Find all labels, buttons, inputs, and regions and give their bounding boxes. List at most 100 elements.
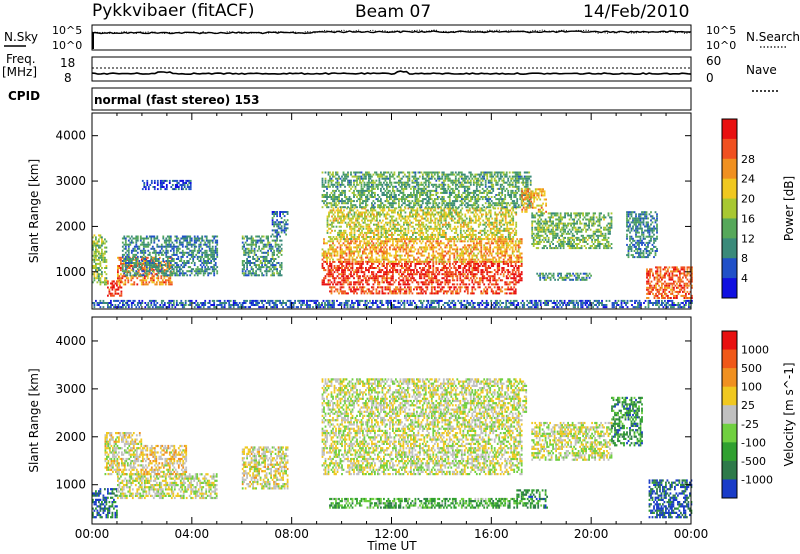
power-cell xyxy=(165,245,168,248)
power-cell xyxy=(332,258,334,261)
power-cell xyxy=(469,252,472,255)
power-cell xyxy=(172,258,175,260)
power-cell xyxy=(277,227,280,230)
power-cell xyxy=(127,255,130,258)
power-cell xyxy=(330,244,333,247)
power-cell xyxy=(250,266,253,269)
power-cell xyxy=(280,262,283,264)
power-cell xyxy=(393,260,396,263)
power-cell xyxy=(190,251,193,254)
power-cell xyxy=(157,275,160,278)
power-cell xyxy=(395,279,397,282)
power-cell xyxy=(505,242,508,245)
power-cell xyxy=(213,235,216,238)
power-cell xyxy=(366,260,369,263)
power-cell xyxy=(386,269,388,272)
power-cell xyxy=(399,258,402,261)
power-cell xyxy=(356,177,358,180)
power-cell xyxy=(190,268,193,271)
power-cell xyxy=(332,194,334,196)
power-cell xyxy=(150,264,153,267)
power-cell xyxy=(344,191,346,194)
power-cell xyxy=(498,262,501,265)
power-cell xyxy=(404,211,407,214)
power-cell xyxy=(195,241,198,244)
power-cell xyxy=(124,270,127,273)
power-cell xyxy=(101,281,103,284)
power-cell xyxy=(270,243,272,246)
power-cell xyxy=(354,173,357,176)
power-cell xyxy=(141,260,144,262)
power-cell xyxy=(348,242,351,245)
power-cell xyxy=(368,236,371,238)
power-cell xyxy=(139,239,142,242)
power-cell xyxy=(459,271,462,274)
power-cell xyxy=(190,255,193,258)
power-cell xyxy=(165,186,168,188)
power-cell xyxy=(130,265,133,267)
power-cell xyxy=(327,179,330,182)
power-cell xyxy=(423,269,426,272)
power-cell xyxy=(124,255,127,258)
power-cell xyxy=(416,269,418,272)
power-cell xyxy=(216,255,219,258)
power-cell xyxy=(329,254,331,257)
power-cell xyxy=(178,272,181,275)
power-cell xyxy=(517,242,520,245)
power-cell xyxy=(371,267,373,269)
power-cell xyxy=(380,240,382,243)
power-cell xyxy=(452,215,455,218)
power-cell xyxy=(477,242,480,245)
power-cell xyxy=(462,252,465,255)
power-cell xyxy=(169,281,172,284)
power-cell xyxy=(447,215,450,218)
power-cell xyxy=(151,279,154,282)
power-cell xyxy=(360,171,363,174)
power-cell xyxy=(507,213,510,216)
power-cell xyxy=(341,279,343,282)
power-cell xyxy=(149,279,152,282)
power-cell xyxy=(496,265,499,267)
power-cell xyxy=(214,268,217,271)
power-cell xyxy=(349,227,351,230)
power-cell xyxy=(474,267,477,269)
power-cell xyxy=(142,258,145,260)
power-cell xyxy=(401,246,403,249)
power-cell xyxy=(95,265,97,267)
power-cell xyxy=(338,209,341,212)
power-cell xyxy=(456,248,459,251)
power-cell xyxy=(123,243,126,246)
power-cell xyxy=(139,251,142,254)
power-cell xyxy=(204,266,207,269)
power-cell xyxy=(213,270,216,273)
power-cell xyxy=(419,246,421,249)
nsearch-trace xyxy=(91,29,692,35)
power-cell xyxy=(407,283,409,286)
power-cell xyxy=(190,245,193,248)
power-cell xyxy=(359,240,361,243)
power-cell xyxy=(354,262,357,265)
power-cell xyxy=(440,217,443,220)
power-cell xyxy=(142,273,145,276)
power-cell xyxy=(488,233,491,236)
power-cell xyxy=(353,194,355,196)
power-cell xyxy=(324,275,327,278)
power-cell xyxy=(426,271,429,274)
power-cell xyxy=(504,209,507,212)
power-cell xyxy=(279,223,281,226)
power-cell xyxy=(183,237,186,240)
power-cell xyxy=(330,256,333,259)
power-cell xyxy=(460,258,463,261)
power-cell xyxy=(464,213,467,216)
power-cell xyxy=(458,211,461,214)
power-cell xyxy=(139,268,142,271)
power-cell xyxy=(333,260,336,263)
power-cell xyxy=(410,260,412,263)
power-cell xyxy=(102,256,105,259)
power-cell xyxy=(332,240,334,243)
power-cell xyxy=(362,250,364,253)
power-cell xyxy=(143,279,146,282)
power-cell xyxy=(334,229,336,232)
power-cell xyxy=(444,250,447,253)
power-cell xyxy=(386,248,388,251)
